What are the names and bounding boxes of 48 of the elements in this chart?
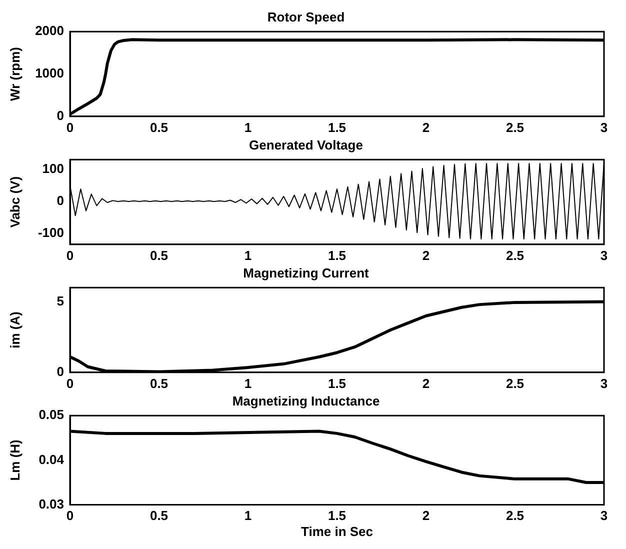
chart-title: Magnetizing Current xyxy=(243,265,370,280)
y-tick-label: 5 xyxy=(56,293,64,308)
y-tick-label: 1000 xyxy=(35,66,64,81)
x-tick-label: 2 xyxy=(422,376,430,391)
y-tick-label: 0 xyxy=(56,108,64,123)
x-tick-label: 0.5 xyxy=(150,120,168,135)
x-tick-label: 2.5 xyxy=(506,508,524,524)
y-tick-label: 0.04 xyxy=(38,452,65,467)
y-axis-title: Vabc (V) xyxy=(7,176,22,228)
y-axis-title: Lm (H) xyxy=(7,440,22,481)
y-tick-label: 100 xyxy=(42,160,64,176)
x-tick-label: 0 xyxy=(66,376,74,391)
x-tick-label: 2 xyxy=(422,248,430,263)
chart-title: Generated Voltage xyxy=(249,137,363,152)
x-tick-label: 3 xyxy=(600,508,608,524)
x-tick-label: 1.5 xyxy=(328,248,346,263)
x-tick-label: 1 xyxy=(244,376,252,391)
x-tick-label: 1.5 xyxy=(328,120,346,135)
x-tick-label: 3 xyxy=(600,376,608,391)
chart-title: Magnetizing Inductance xyxy=(232,393,380,408)
x-tick-label: 2 xyxy=(422,120,430,135)
x-tick-label: 0.5 xyxy=(150,248,168,263)
chart-title: Rotor Speed xyxy=(267,9,345,24)
x-tick-label: 2 xyxy=(422,508,430,524)
x-tick-label: 0 xyxy=(66,508,74,524)
x-tick-label: 0 xyxy=(66,120,74,135)
x-tick-label: 0.5 xyxy=(150,376,168,391)
y-tick-label: 0.03 xyxy=(38,496,64,512)
x-tick-label: 3 xyxy=(600,120,608,135)
x-tick-label: 1 xyxy=(244,508,252,524)
x-axis-title: Time in Sec xyxy=(300,524,374,539)
x-tick-label: 1.5 xyxy=(328,508,346,524)
x-tick-label: 1.5 xyxy=(328,376,346,391)
y-axis-title: Wr (rpm) xyxy=(7,47,22,101)
x-tick-label: 2.5 xyxy=(506,248,524,263)
x-tick-label: 3 xyxy=(600,248,608,263)
x-tick-label: 1 xyxy=(244,120,252,135)
y-tick-label: 0 xyxy=(56,192,64,208)
x-tick-label: 0.5 xyxy=(150,508,168,524)
y-tick-label: 0.05 xyxy=(38,407,64,422)
y-tick-label: 2000 xyxy=(35,23,64,38)
y-axis-title: im (A) xyxy=(7,312,22,348)
x-tick-label: 1 xyxy=(244,248,252,263)
x-tick-label: 2.5 xyxy=(506,376,524,391)
y-tick-label: -100 xyxy=(38,224,64,240)
x-tick-label: 0 xyxy=(66,248,74,263)
y-tick-label: 0 xyxy=(56,364,64,379)
x-tick-label: 2.5 xyxy=(506,120,524,135)
